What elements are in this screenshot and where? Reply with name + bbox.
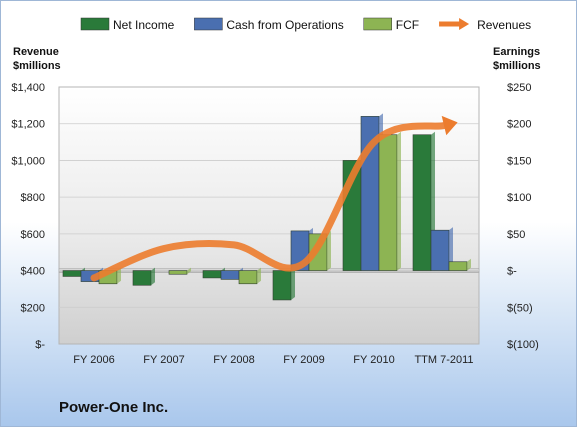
bar-side <box>151 268 155 286</box>
category-label: FY 2008 <box>213 354 254 366</box>
legend-swatch <box>194 18 222 30</box>
right-tick-label: $- <box>507 266 517 278</box>
legend-swatch <box>364 18 392 30</box>
category-label: FY 2010 <box>353 354 394 366</box>
left-tick-label: $1,400 <box>11 82 45 94</box>
bar-side <box>327 231 331 271</box>
legend-label: Net Income <box>113 18 175 32</box>
bar-face <box>221 271 239 280</box>
bar <box>273 268 295 300</box>
right-tick-label: $200 <box>507 119 531 131</box>
legend-swatch <box>81 18 109 30</box>
legend-item: Net Income <box>81 18 175 32</box>
company-name: Power-One Inc. <box>59 399 168 416</box>
legend-item: FCF <box>364 18 419 32</box>
bar-face <box>169 271 187 275</box>
category-label: FY 2007 <box>143 354 184 366</box>
legend-item: Revenues <box>439 18 531 32</box>
bar-face <box>239 271 257 284</box>
legend-item: Cash from Operations <box>194 18 343 32</box>
bar-face <box>133 271 151 286</box>
category-label: FY 2006 <box>73 354 114 366</box>
bar-side <box>397 132 401 271</box>
bar-face <box>63 271 81 277</box>
right-tick-label: $150 <box>507 155 531 167</box>
category-label: FY 2009 <box>283 354 324 366</box>
left-axis-title: Revenue$millions <box>13 46 61 72</box>
bar-face <box>273 271 291 300</box>
legend-label: Revenues <box>477 18 531 32</box>
bar-face <box>379 135 397 271</box>
bar-side <box>291 268 295 300</box>
right-axis-title: Earnings$millions <box>493 46 541 72</box>
bar-face <box>449 262 467 271</box>
right-tick-label: $50 <box>507 229 525 241</box>
left-tick-label: $200 <box>21 302 45 314</box>
bar-face <box>431 230 449 270</box>
legend: Net Income Cash from Operations FCF Revenue… <box>81 18 531 32</box>
left-tick-label: $800 <box>21 192 45 204</box>
legend-label: FCF <box>396 18 419 32</box>
left-tick-label: $400 <box>21 266 45 278</box>
right-tick-label: $250 <box>507 82 531 94</box>
left-tick-label: $- <box>35 339 45 351</box>
legend-arrow <box>459 18 469 30</box>
left-tick-label: $600 <box>21 229 45 241</box>
right-tick-label: $(50) <box>507 302 533 314</box>
bar-face <box>413 135 431 271</box>
legend-label: Cash from Operations <box>226 18 343 32</box>
bar-face <box>203 271 221 278</box>
axes: $- $(100) $200 $(50) $400 $- $600 $50 $800 $100 $1… <box>11 46 540 366</box>
right-tick-label: $(100) <box>507 339 539 351</box>
right-tick-label: $100 <box>507 192 531 204</box>
category-label: TTM 7-2011 <box>414 354 473 366</box>
left-tick-label: $1,200 <box>11 119 45 131</box>
left-tick-label: $1,000 <box>11 155 45 167</box>
bar <box>379 132 401 271</box>
